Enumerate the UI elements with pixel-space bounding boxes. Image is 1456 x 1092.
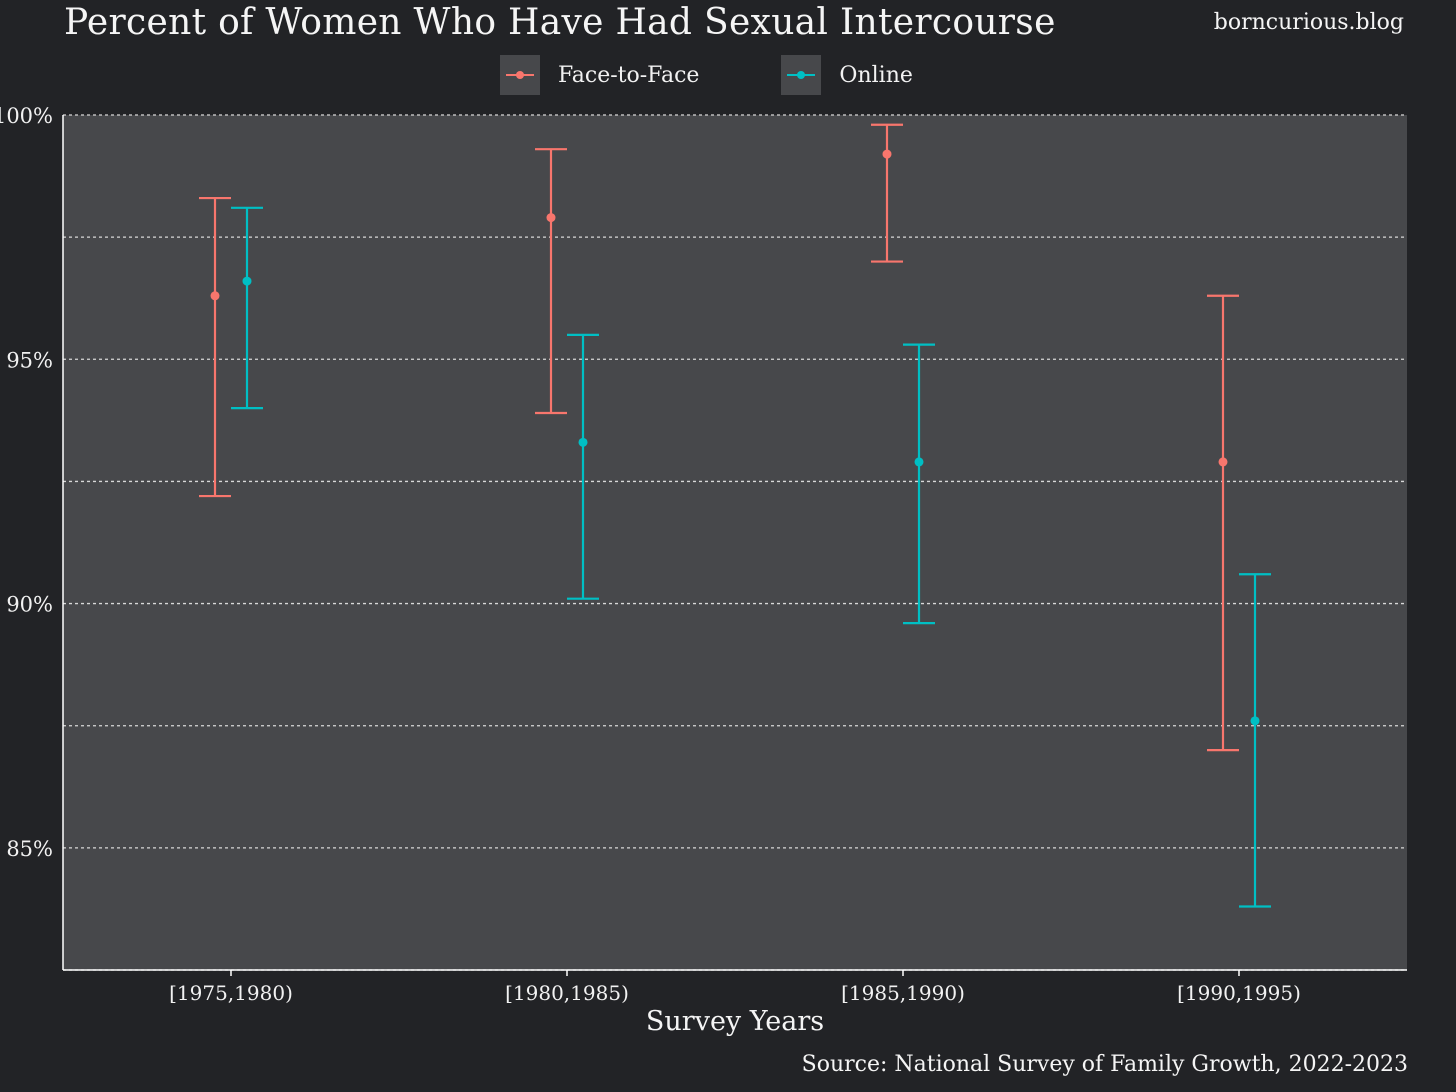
point-face-to-face [210,291,220,301]
y-tick-label: 85% [6,837,53,861]
plot-panel [63,115,1407,970]
x-tick-label: [1975,1980) [169,981,293,1005]
point-face-to-face [882,149,892,159]
y-tick-label: 90% [6,593,53,617]
x-tick-label: [1980,1985) [505,981,629,1005]
x-tick-label: [1985,1990) [841,981,965,1005]
x-tick-label: [1990,1995) [1177,981,1301,1005]
y-tick-label: 100% [0,104,53,128]
legend-label-face-to-face: Face-to-Face [558,62,700,88]
site-name: borncurious.blog [1213,10,1404,35]
legend-key-online [781,55,822,95]
legend: Face-to-Face Online [500,54,995,96]
legend-item-face-to-face: Face-to-Face [500,55,699,95]
point-online [914,457,924,467]
chart-title: Percent of Women Who Have Had Sexual Int… [64,2,1056,43]
point-online [1250,716,1260,726]
point-online [578,437,588,447]
point-online [242,276,252,286]
legend-label-online: Online [839,62,913,88]
x-axis-title: Survey Years [645,1006,825,1037]
y-tick-label: 95% [6,348,53,372]
legend-item-online: Online [781,55,913,95]
point-face-to-face [1218,457,1228,467]
source-note: Source: National Survey of Family Growth… [801,1052,1408,1077]
legend-key-face-to-face [500,55,540,95]
point-face-to-face [546,213,556,223]
